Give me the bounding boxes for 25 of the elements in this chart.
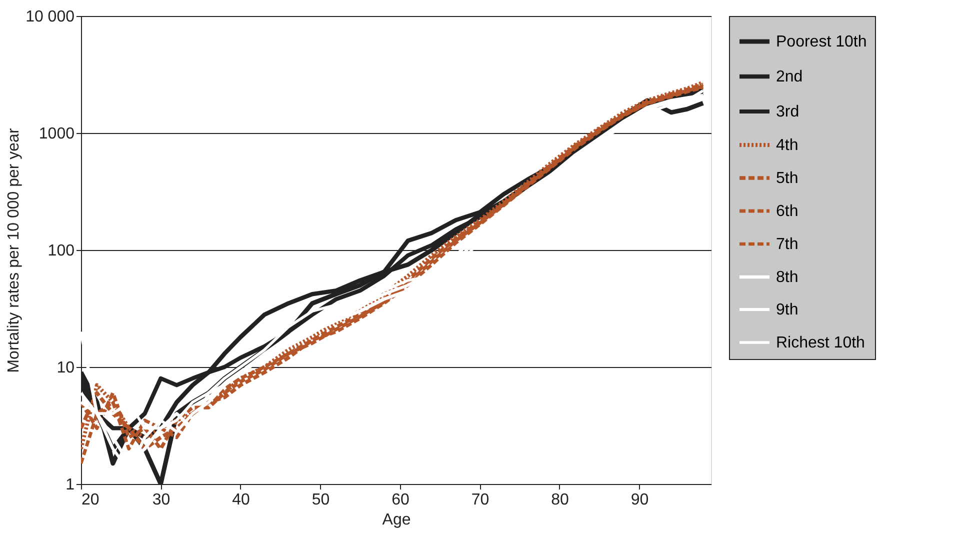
x-axis-title: Age <box>382 512 411 528</box>
y-axis-title: Mortality rates per 10 000 per year <box>6 128 23 373</box>
legend-label: 6th <box>776 203 798 220</box>
x-tick-label: 60 <box>392 492 410 508</box>
y-tick-label: 1 <box>66 476 75 494</box>
y-tick-label: 10 <box>56 360 75 376</box>
x-tick-label: 40 <box>232 492 250 508</box>
x-tick-label: 20 <box>82 492 100 508</box>
x-tick-label: 50 <box>312 492 330 508</box>
x-tick-label: 30 <box>152 492 170 508</box>
legend-label: 4th <box>776 137 798 154</box>
y-tick-label: 1000 <box>38 126 75 142</box>
legend-label: 8th <box>776 269 798 286</box>
x-tick-label: 90 <box>630 492 649 508</box>
x-tick-label: 70 <box>471 492 490 508</box>
legend-label: 2nd <box>776 68 803 86</box>
y-tick-label: 100 <box>48 242 75 260</box>
legend-label: 9th <box>776 302 798 318</box>
y-tick-label: 10 000 <box>26 8 75 26</box>
x-tick-label: 80 <box>551 492 569 508</box>
legend-label: 3rd <box>776 104 800 120</box>
legend-label: Richest 10th <box>776 334 865 352</box>
legend-label: 5th <box>776 170 798 187</box>
legend-label: 7th <box>776 236 798 253</box>
legend-label: Poorest 10th <box>776 34 867 50</box>
